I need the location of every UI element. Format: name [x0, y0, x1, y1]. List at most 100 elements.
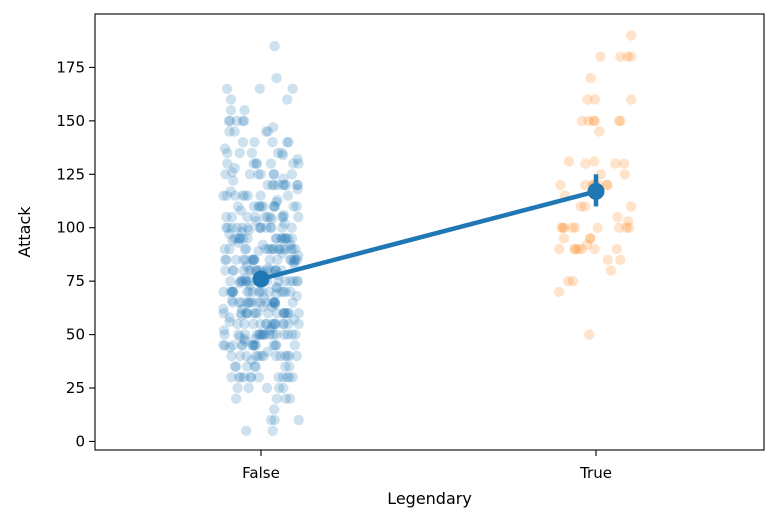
strip-point-false — [288, 256, 299, 268]
strip-point-false — [258, 329, 270, 340]
strip-point-false — [291, 201, 302, 212]
strip-point-false — [267, 179, 278, 191]
strip-point-false — [256, 329, 267, 340]
strip-point-false — [251, 216, 262, 227]
strip-point-false — [271, 329, 282, 340]
strip-point-false — [278, 329, 290, 340]
strip-point-false — [273, 372, 284, 383]
strip-point-false — [271, 350, 282, 362]
strip-point-false — [242, 190, 253, 201]
y-tick-label: 25 — [66, 379, 85, 397]
strip-point-false — [222, 158, 233, 169]
strip-point-false — [218, 190, 229, 201]
strip-point-false — [280, 286, 291, 297]
strip-point-false — [242, 286, 253, 297]
strip-point-false — [280, 308, 291, 319]
strip-point-false — [233, 372, 245, 383]
strip-point-true — [585, 72, 596, 84]
strip-point-false — [287, 297, 298, 308]
mean-marker-false — [252, 270, 270, 288]
strip-point-false — [292, 254, 303, 265]
strip-point-false — [269, 201, 280, 212]
strip-point-false — [286, 329, 298, 340]
strip-point-false — [277, 243, 288, 255]
strip-point-false — [278, 209, 289, 221]
strip-point-false — [227, 286, 239, 297]
strip-point-false — [243, 297, 254, 308]
strip-point-true — [567, 276, 579, 287]
strip-point-false — [281, 137, 293, 148]
strip-point-false — [221, 254, 232, 265]
strip-point-false — [267, 297, 278, 308]
strip-point-false — [278, 318, 289, 330]
strip-point-false — [238, 265, 249, 276]
strip-point-true — [602, 179, 613, 191]
strip-point-false — [222, 147, 233, 159]
strip-point-false — [226, 295, 238, 306]
strip-point-false — [277, 149, 289, 161]
strip-point-false — [234, 233, 246, 244]
strip-point-false — [244, 265, 255, 276]
strip-point-false — [274, 382, 285, 394]
strip-point-true — [615, 51, 626, 62]
strip-point-false — [293, 250, 304, 261]
strip-point-false — [245, 372, 257, 383]
strip-point-false — [245, 372, 256, 383]
strip-point-false — [229, 361, 241, 372]
strip-point-false — [237, 137, 249, 148]
strip-point-false — [267, 137, 278, 148]
strip-point-false — [275, 350, 286, 362]
strip-point-false — [237, 303, 248, 315]
strip-point-false — [292, 184, 303, 195]
strip-point-false — [218, 325, 230, 336]
strip-point-false — [282, 329, 293, 340]
strip-point-false — [269, 318, 281, 330]
strip-point-false — [293, 158, 304, 169]
strip-point-false — [261, 126, 272, 137]
strip-point-true — [621, 222, 632, 233]
y-tick-label: 0 — [75, 432, 85, 450]
strip-point-false — [248, 254, 259, 265]
strip-point-true — [614, 222, 625, 233]
strip-point-false — [241, 308, 252, 319]
strip-point-true — [602, 179, 613, 191]
strip-point-false — [281, 179, 292, 191]
x-axis-label: Legendary — [387, 489, 472, 508]
strip-point-true — [592, 222, 603, 233]
strip-point-false — [272, 194, 283, 206]
strip-point-false — [262, 346, 273, 357]
strip-point-false — [246, 355, 257, 366]
strip-point-false — [235, 205, 246, 216]
strip-point-false — [277, 372, 289, 383]
strip-point-false — [253, 350, 264, 362]
strip-point-false — [246, 297, 257, 308]
strip-point-true — [610, 158, 621, 169]
strip-point-false — [269, 297, 281, 308]
strip-point-false — [278, 211, 289, 223]
strip-point-false — [240, 254, 251, 265]
strip-point-false — [273, 276, 284, 287]
strip-point-false — [250, 340, 261, 351]
strip-point-false — [244, 286, 255, 297]
y-tick-label: 75 — [66, 272, 85, 290]
strip-point-false — [264, 329, 275, 340]
strip-point-false — [288, 158, 299, 169]
strip-point-true — [618, 158, 630, 169]
strip-point-false — [265, 222, 276, 233]
strip-point-false — [227, 286, 238, 297]
strip-point-false — [275, 233, 287, 244]
strip-point-false — [254, 222, 265, 233]
strip-point-false — [258, 201, 269, 212]
strip-point-false — [248, 201, 260, 212]
strip-point-false — [239, 318, 250, 330]
strip-point-false — [254, 286, 265, 297]
strip-point-false — [286, 233, 298, 244]
strip-point-false — [254, 329, 266, 340]
strip-point-false — [230, 254, 242, 265]
y-tick-label: 50 — [66, 326, 85, 344]
strip-point-false — [225, 186, 236, 197]
strip-point-false — [225, 94, 237, 105]
strip-point-false — [254, 329, 265, 340]
strip-point-false — [253, 246, 264, 257]
strip-point-false — [260, 243, 271, 255]
